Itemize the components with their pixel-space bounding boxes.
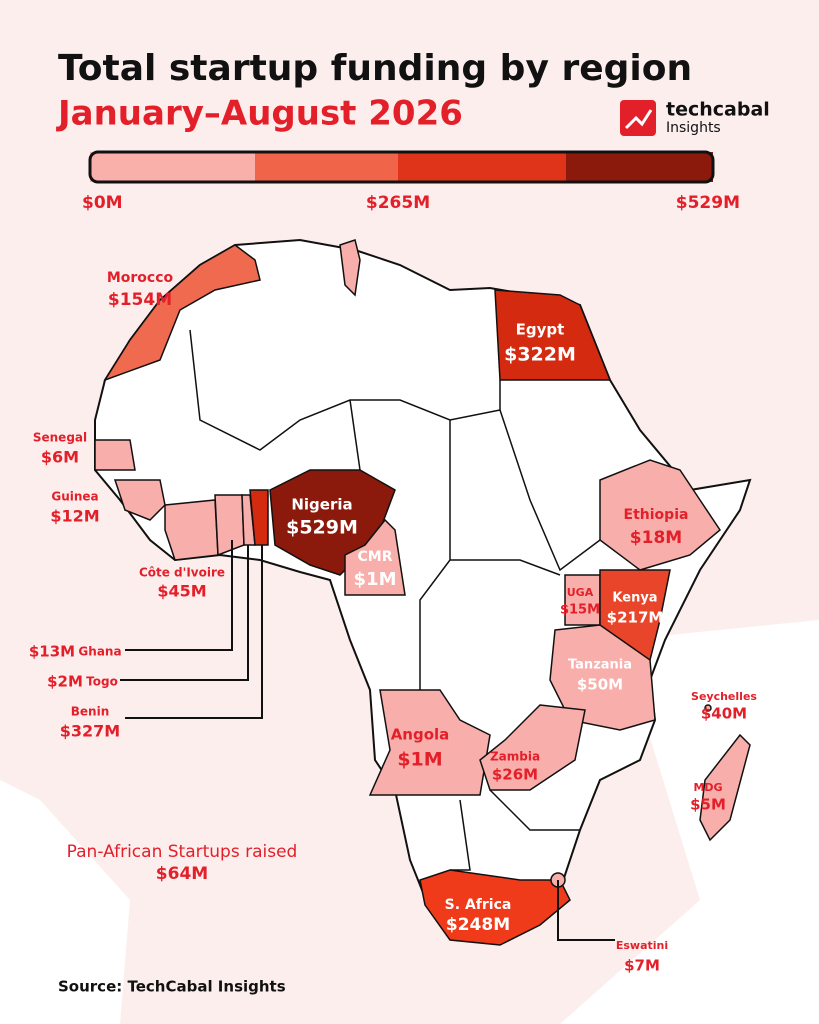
- region-amount: $18M: [630, 528, 682, 548]
- title: Total startup funding by region: [58, 48, 692, 89]
- leader-line: [125, 540, 233, 651]
- leader-line: [120, 545, 249, 681]
- country-shape: [249, 489, 269, 546]
- region-name: Côte d'Ivoire: [139, 566, 225, 580]
- region-name: Morocco: [107, 270, 174, 286]
- tunisia-shape: [339, 239, 361, 297]
- leader-lines: [120, 540, 615, 941]
- region-amount: $13M: [29, 643, 75, 661]
- region-name: CMR: [358, 549, 393, 565]
- region-name: Benin: [71, 705, 109, 719]
- border: [450, 559, 561, 576]
- region-name: Ethiopia: [624, 507, 689, 523]
- region-name: Zambia: [490, 750, 540, 764]
- border: [489, 789, 580, 831]
- region-name: Seychelles: [691, 690, 757, 703]
- legend-frame: [88, 150, 715, 184]
- note-text: Pan-African Startups raised: [67, 842, 298, 862]
- region-name: MDG: [693, 781, 722, 794]
- region-name: Togo: [86, 675, 118, 689]
- region-name: S. Africa: [445, 897, 512, 913]
- country-shape: [164, 499, 219, 561]
- subtitle: January–August 2026: [56, 94, 463, 134]
- country-shape: [103, 244, 261, 382]
- country-shape: [214, 494, 245, 557]
- region-amount: $40M: [701, 705, 747, 723]
- border: [499, 409, 601, 572]
- country-shape: [113, 479, 166, 521]
- legend-segment: [566, 152, 713, 182]
- legend-label: $0M: [82, 193, 123, 213]
- region-amount: $217M: [607, 609, 664, 627]
- border: [349, 399, 361, 471]
- region-amount: $45M: [157, 582, 206, 601]
- leader-line: [557, 880, 615, 941]
- region-amount: $1M: [397, 749, 442, 771]
- region-name: Kenya: [612, 591, 657, 606]
- region-name: Egypt: [516, 321, 565, 339]
- note-amount: $64M: [156, 864, 208, 884]
- legend-segment: [255, 152, 398, 182]
- source: Source: TechCabal Insights: [58, 978, 286, 996]
- region-name: Nigeria: [291, 496, 352, 514]
- country-shape: [704, 704, 712, 712]
- region-amount: $50M: [577, 676, 623, 694]
- leader-line: [125, 545, 263, 719]
- background-shape: [0, 780, 130, 1024]
- background-shape: [560, 620, 819, 1024]
- legend-label: $529M: [676, 193, 740, 213]
- region-amount: $327M: [60, 722, 120, 741]
- country-shape: [699, 733, 751, 842]
- region-amount: $1M: [354, 569, 397, 590]
- region-amount: $26M: [492, 766, 538, 784]
- brand-name: techcabal: [666, 99, 770, 121]
- country-shape: [479, 704, 586, 791]
- country-shapes: [94, 244, 751, 946]
- region-amount: $154M: [108, 290, 172, 310]
- region-name: Senegal: [33, 431, 87, 445]
- country-shape: [494, 289, 612, 381]
- region-amount: $2M: [47, 673, 83, 691]
- region-name: Eswatini: [616, 939, 668, 952]
- region-name: Tanzania: [568, 658, 632, 673]
- country-shape: [549, 624, 656, 731]
- region-amount: $5M: [690, 796, 726, 814]
- border: [450, 799, 471, 871]
- region-amount: $248M: [446, 915, 510, 935]
- legend-segment: [398, 152, 566, 182]
- region-name: Angola: [391, 726, 450, 744]
- country-shape: [599, 459, 721, 571]
- region-amount: $322M: [504, 344, 576, 366]
- country-shape: [564, 574, 601, 626]
- brand-sub: Insights: [666, 120, 721, 136]
- brand-logo-arrow: [624, 109, 653, 130]
- legend-segment: [90, 152, 255, 182]
- region-amount: $7M: [624, 957, 660, 975]
- region-name: Ghana: [78, 645, 121, 659]
- country-shape: [419, 869, 571, 946]
- region-amount: $6M: [41, 448, 79, 467]
- country-shape: [344, 518, 406, 596]
- region-amount: $15M: [560, 603, 600, 618]
- region-amount: $12M: [50, 507, 99, 526]
- region-name: UGA: [567, 586, 594, 599]
- region-labels: Morocco $154M Egypt $322M Senegal $6M Guinea $1…: [29, 270, 758, 975]
- border: [419, 420, 451, 690]
- legend-bar: [88, 150, 715, 184]
- borders: [189, 329, 601, 871]
- legend-label: $265M: [366, 193, 430, 213]
- country-shape: [94, 439, 136, 471]
- region-amount: $529M: [286, 517, 358, 539]
- region-name: Guinea: [51, 490, 98, 504]
